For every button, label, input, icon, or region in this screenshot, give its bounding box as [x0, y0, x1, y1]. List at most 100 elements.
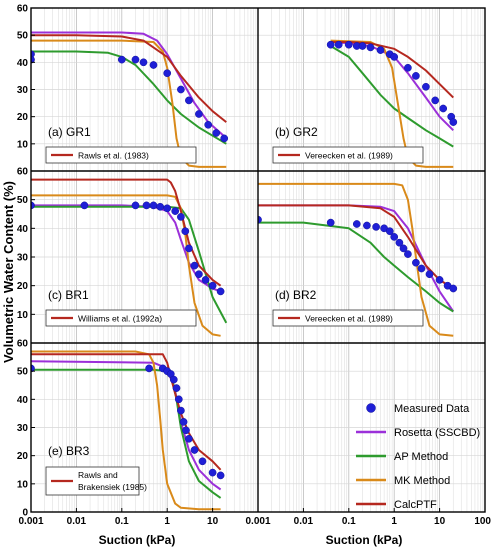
measured-point [201, 276, 210, 284]
measured-point [182, 426, 190, 435]
x-axis-label-left: Suction (kPa) [99, 533, 176, 547]
calc-ptf-legend-label: Vereecken et al. (1989) [305, 151, 393, 161]
legend-layer: Measured Data Rosetta (SSCBD) AP Method MK … [356, 403, 480, 511]
x-tick-label: 0.1 [342, 516, 356, 527]
series-line-rosetta [31, 31, 227, 140]
panel-label: (b) GR2 [275, 125, 318, 139]
legend-label: CalcPTF [394, 499, 437, 511]
measured-point [326, 218, 335, 227]
measured-point [190, 446, 199, 454]
measured-point [190, 261, 199, 270]
y-tick-label: 20 [17, 112, 29, 123]
series-line-calc [31, 34, 227, 123]
measured-point [185, 244, 193, 253]
x-tick-label: 0.01 [67, 516, 87, 527]
measured-point [139, 58, 148, 67]
measured-point [185, 434, 193, 443]
measured-point [80, 201, 89, 210]
measured-point [31, 55, 35, 64]
measured-point [131, 55, 140, 64]
measured-point [404, 250, 412, 258]
measured-point [258, 215, 262, 224]
measured-point [208, 468, 217, 477]
measured-point [181, 227, 190, 236]
measured-point [435, 276, 444, 284]
series-line-ap [330, 45, 454, 148]
measured-point [177, 85, 185, 94]
x-axis-label-right: Suction (kPa) [326, 533, 403, 547]
measured-point [431, 96, 440, 105]
legend-label: MK Method [394, 475, 450, 487]
y-tick-label: 20 [17, 451, 29, 462]
measured-point [220, 134, 229, 143]
y-tick-label: 30 [17, 85, 29, 96]
measured-point [149, 201, 158, 210]
measured-point [163, 69, 172, 78]
measured-point [422, 82, 430, 91]
calc-ptf-legend-box [45, 309, 197, 327]
measured-point [372, 223, 380, 231]
measured-point [363, 221, 371, 230]
measured-point [212, 129, 221, 137]
y-tick-label: 30 [17, 423, 29, 434]
curve-layer [31, 31, 458, 511]
panel-curves [31, 350, 225, 511]
calc-ptf-legend-label: Rawls et al. (1983) [78, 151, 149, 161]
calc-ptf-legend-label: Brakensiek (1985) [78, 482, 147, 492]
y-tick-label: 30 [17, 253, 29, 264]
panel-label: (a) GR1 [48, 125, 91, 139]
measured-point [352, 220, 361, 228]
measured-point [163, 204, 172, 213]
y-tick-label: 40 [17, 224, 29, 235]
measured-point [358, 42, 367, 50]
x-tick-label: 10 [434, 516, 446, 527]
y-tick-label: 10 [17, 139, 29, 150]
measured-point [172, 384, 181, 392]
measured-point [390, 233, 399, 241]
y-tick-label: 40 [17, 58, 29, 69]
series-line-calc [31, 178, 222, 287]
y-tick-label: 20 [17, 281, 29, 292]
measured-point [174, 395, 183, 404]
panel-curves [258, 182, 458, 337]
legend-marker [366, 403, 376, 413]
y-tick-label: 60 [17, 4, 29, 15]
legend-label: Measured Data [394, 403, 470, 415]
text-layer: 10 20 30 40 50 60 10 20 30 40 50 60 0 10 20 30 40 50 60 0.0… [17, 4, 492, 528]
measured-point [208, 281, 217, 290]
y-tick-label: 50 [17, 31, 29, 42]
series-line-ap [258, 221, 454, 313]
x-tick-label: 0.01 [294, 516, 314, 527]
panel-label: (d) BR2 [275, 288, 317, 302]
measured-point [198, 457, 207, 466]
calc-ptf-legend-label: Vereecken et al. (1989) [305, 314, 393, 324]
measured-point [376, 46, 385, 54]
measured-point [145, 364, 153, 373]
x-tick-label: 1 [391, 516, 397, 527]
measured-point [449, 284, 458, 293]
panel-label: (c) BR1 [48, 288, 89, 302]
measured-point [449, 118, 458, 126]
measured-point [385, 227, 394, 236]
measured-point [149, 61, 158, 69]
y-tick-label: 10 [17, 479, 29, 490]
y-axis-label: Volumetric Water Content (%) [1, 181, 16, 363]
series-line-mk [31, 39, 227, 168]
measured-point [404, 63, 412, 72]
series-line-ap [31, 50, 227, 145]
measured-point [425, 270, 434, 279]
legend-label: Rosetta (SSCBD) [394, 427, 480, 439]
measured-point [156, 202, 165, 211]
measured-point [31, 364, 35, 373]
measured-point [439, 104, 448, 113]
y-tick-label: 10 [17, 310, 29, 321]
panel-curves [31, 178, 228, 337]
measured-point [195, 270, 203, 279]
y-tick-label: 40 [17, 395, 29, 406]
calc-ptf-legend-label: Williams et al. (1992a) [78, 314, 162, 324]
measured-point [334, 40, 343, 49]
measured-point [366, 43, 375, 52]
measured-point [417, 264, 426, 273]
panel-label: (e) BR3 [48, 444, 90, 458]
calc-ptf-legend-box [45, 146, 197, 164]
